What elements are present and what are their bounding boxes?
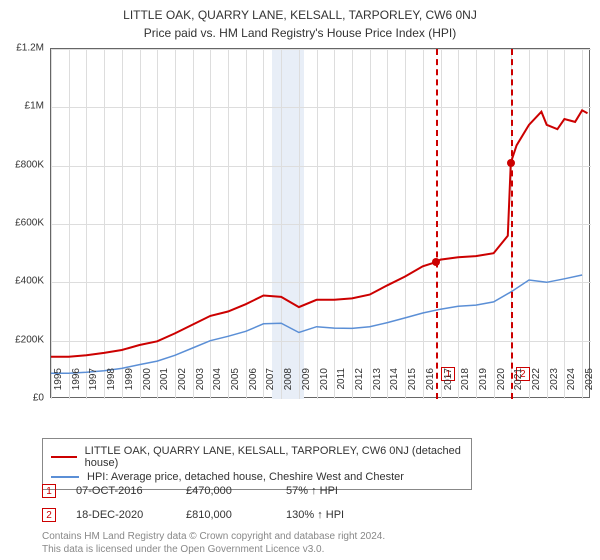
x-tick-label: 2011 [336,368,347,402]
x-tick-label: 2015 [407,368,418,402]
series-hpi [51,275,582,373]
x-tick-label: 2004 [212,368,223,402]
x-tick-label: 1996 [71,368,82,402]
y-tick-label: £600K [0,218,44,229]
y-tick-label: £1.2M [0,43,44,54]
footer-line2: This data is licensed under the Open Gov… [42,543,385,556]
event-date: 07-OCT-2016 [76,485,166,497]
event-marker-2: 2 [42,508,56,522]
x-tick-label: 2005 [230,368,241,402]
x-tick-label: 1997 [88,368,99,402]
sale-point [507,159,515,167]
x-tick-label: 2006 [248,368,259,402]
legend-row: LITTLE OAK, QUARRY LANE, KELSALL, TARPOR… [51,444,463,470]
y-tick-label: £0 [0,393,44,404]
event-pct: 130% ↑ HPI [286,509,344,521]
x-tick-label: 2023 [549,368,560,402]
y-tick-label: £200K [0,334,44,345]
x-tick-label: 2022 [531,368,542,402]
x-tick-label: 2010 [319,368,330,402]
x-tick-label: 1995 [53,368,64,402]
x-tick-label: 2003 [195,368,206,402]
series-property [51,110,588,356]
footer-line1: Contains HM Land Registry data © Crown c… [42,530,385,543]
sale-point [432,258,440,266]
legend-swatch [51,476,79,478]
x-tick-label: 2018 [460,368,471,402]
x-tick-label: 2009 [301,368,312,402]
x-tick-label: 2020 [496,368,507,402]
x-tick-label: 1998 [106,368,117,402]
sale-event-row: 2 18-DEC-2020 £810,000 130% ↑ HPI [42,508,344,522]
footer: Contains HM Land Registry data © Crown c… [42,530,385,556]
x-tick-label: 2008 [283,368,294,402]
chart-area: 12 £0£200K£400K£600K£800K£1M£1.2M 199519… [50,48,590,398]
x-tick-label: 2025 [584,368,595,402]
legend-swatch [51,456,77,458]
legend-row: HPI: Average price, detached house, Ches… [51,470,463,484]
x-tick-label: 2002 [177,368,188,402]
y-tick-label: £1M [0,101,44,112]
event-price: £470,000 [186,485,266,497]
x-tick-label: 2012 [354,368,365,402]
sale-event-row: 1 07-OCT-2016 £470,000 57% ↑ HPI [42,484,338,498]
plot-box: 12 [50,48,590,398]
x-tick-label: 2007 [265,368,276,402]
x-tick-label: 2017 [443,368,454,402]
event-price: £810,000 [186,509,266,521]
x-tick-label: 2000 [142,368,153,402]
x-tick-label: 2019 [478,368,489,402]
x-tick-label: 2024 [566,368,577,402]
event-marker-1: 1 [42,484,56,498]
x-tick-label: 1999 [124,368,135,402]
legend-label: LITTLE OAK, QUARRY LANE, KELSALL, TARPOR… [85,445,463,469]
x-tick-label: 2013 [372,368,383,402]
x-tick-label: 2001 [159,368,170,402]
chart-subtitle: Price paid vs. HM Land Registry's House … [0,22,600,40]
x-tick-label: 2016 [425,368,436,402]
event-date: 18-DEC-2020 [76,509,166,521]
chart-title: LITTLE OAK, QUARRY LANE, KELSALL, TARPOR… [0,0,600,22]
legend: LITTLE OAK, QUARRY LANE, KELSALL, TARPOR… [42,438,472,490]
event-pct: 57% ↑ HPI [286,485,338,497]
x-tick-label: 2021 [513,368,524,402]
x-tick-label: 2014 [389,368,400,402]
y-tick-label: £800K [0,159,44,170]
legend-label: HPI: Average price, detached house, Ches… [87,471,404,483]
y-tick-label: £400K [0,276,44,287]
